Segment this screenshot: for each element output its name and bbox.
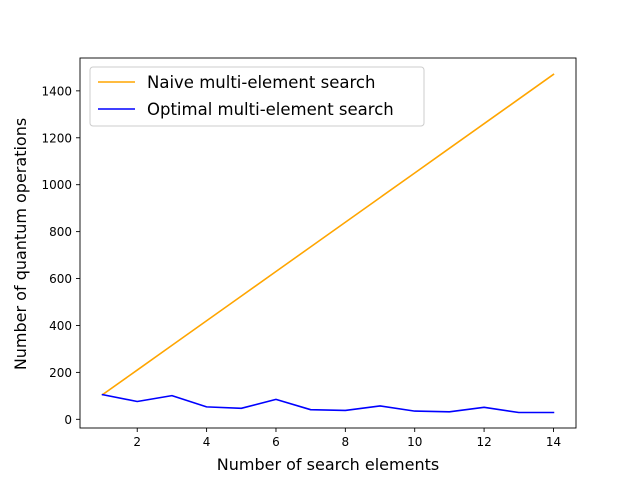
y-tick-label: 200 — [49, 366, 72, 380]
x-tick-label: 8 — [342, 435, 350, 449]
x-tick-label: 4 — [203, 435, 211, 449]
y-tick-label: 0 — [64, 413, 72, 427]
y-axis-label: Number of quantum operations — [11, 118, 30, 370]
legend-label-1: Naive multi-element search — [147, 73, 375, 92]
legend: Naive multi-element search Optimal multi-… — [89, 66, 425, 127]
x-tick-label: 10 — [407, 435, 422, 449]
y-tick-label: 600 — [49, 272, 72, 286]
x-axis-label: Number of search elements — [217, 455, 439, 474]
series-line-2 — [101, 393, 555, 414]
y-tick-label: 1200 — [41, 131, 72, 145]
x-tick-label: 14 — [546, 435, 561, 449]
ticks-layer: 2 4 6 8 10 12 14 0 200 400 600 800 1000 1200 1400 — [41, 84, 561, 449]
x-tick-label: 6 — [272, 435, 280, 449]
y-tick-label: 1400 — [41, 84, 72, 98]
legend-box — [89, 66, 425, 127]
x-tick-label: 12 — [476, 435, 491, 449]
y-tick-label: 1000 — [41, 178, 72, 192]
series-line-1 — [101, 73, 555, 396]
series-layer — [101, 73, 555, 414]
legend-label-2: Optimal multi-element search — [147, 100, 394, 119]
y-tick-label: 800 — [49, 225, 72, 239]
y-tick-label: 400 — [49, 319, 72, 333]
x-tick-label: 2 — [133, 435, 141, 449]
axes-layer — [79, 57, 577, 429]
plot-frame — [79, 57, 577, 429]
